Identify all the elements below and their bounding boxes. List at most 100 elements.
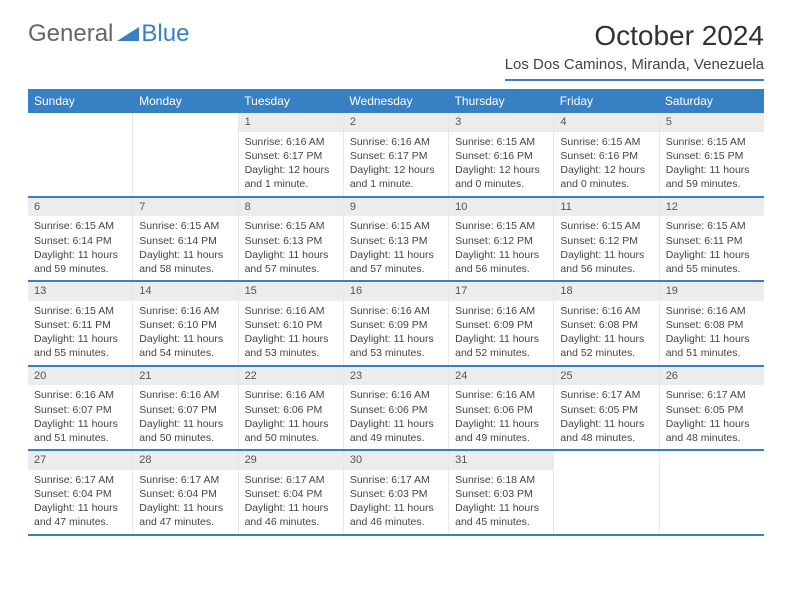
header: General Blue October 2024 Los Dos Camino… bbox=[0, 0, 792, 89]
daylight-text: Daylight: 12 hours and 1 minute. bbox=[245, 163, 337, 191]
day-cell bbox=[554, 451, 659, 534]
sunrise-text: Sunrise: 6:17 AM bbox=[245, 473, 337, 487]
daylight-text: Daylight: 11 hours and 54 minutes. bbox=[139, 332, 231, 360]
sunset-text: Sunset: 6:13 PM bbox=[245, 234, 337, 248]
sunset-text: Sunset: 6:07 PM bbox=[34, 403, 126, 417]
day-cell: 23Sunrise: 6:16 AMSunset: 6:06 PMDayligh… bbox=[344, 367, 449, 450]
day-number: 20 bbox=[28, 367, 132, 386]
day-cell: 16Sunrise: 6:16 AMSunset: 6:09 PMDayligh… bbox=[344, 282, 449, 365]
day-number: 24 bbox=[449, 367, 553, 386]
day-cell: 25Sunrise: 6:17 AMSunset: 6:05 PMDayligh… bbox=[554, 367, 659, 450]
day-cell: 19Sunrise: 6:16 AMSunset: 6:08 PMDayligh… bbox=[660, 282, 764, 365]
day-body: Sunrise: 6:15 AMSunset: 6:12 PMDaylight:… bbox=[554, 216, 658, 280]
day-body: Sunrise: 6:16 AMSunset: 6:17 PMDaylight:… bbox=[239, 132, 343, 196]
day-cell: 11Sunrise: 6:15 AMSunset: 6:12 PMDayligh… bbox=[554, 198, 659, 281]
day-cell: 22Sunrise: 6:16 AMSunset: 6:06 PMDayligh… bbox=[239, 367, 344, 450]
sunset-text: Sunset: 6:06 PM bbox=[350, 403, 442, 417]
day-body: Sunrise: 6:15 AMSunset: 6:11 PMDaylight:… bbox=[660, 216, 764, 280]
day-cell: 13Sunrise: 6:15 AMSunset: 6:11 PMDayligh… bbox=[28, 282, 133, 365]
day-cell bbox=[28, 113, 133, 196]
sunset-text: Sunset: 6:14 PM bbox=[139, 234, 231, 248]
sunset-text: Sunset: 6:07 PM bbox=[139, 403, 231, 417]
day-number: 22 bbox=[239, 367, 343, 386]
day-body: Sunrise: 6:16 AMSunset: 6:07 PMDaylight:… bbox=[28, 385, 132, 449]
sunrise-text: Sunrise: 6:15 AM bbox=[34, 304, 126, 318]
day-cell: 18Sunrise: 6:16 AMSunset: 6:08 PMDayligh… bbox=[554, 282, 659, 365]
week-row: 13Sunrise: 6:15 AMSunset: 6:11 PMDayligh… bbox=[28, 282, 764, 367]
day-cell: 8Sunrise: 6:15 AMSunset: 6:13 PMDaylight… bbox=[239, 198, 344, 281]
daylight-text: Daylight: 11 hours and 57 minutes. bbox=[350, 248, 442, 276]
day-number: 13 bbox=[28, 282, 132, 301]
weekday-header: Saturday bbox=[659, 89, 764, 113]
sunrise-text: Sunrise: 6:15 AM bbox=[350, 219, 442, 233]
day-number: 25 bbox=[554, 367, 658, 386]
day-cell: 30Sunrise: 6:17 AMSunset: 6:03 PMDayligh… bbox=[344, 451, 449, 534]
weekday-header: Thursday bbox=[449, 89, 554, 113]
day-number: 6 bbox=[28, 198, 132, 217]
sunset-text: Sunset: 6:09 PM bbox=[455, 318, 547, 332]
day-body: Sunrise: 6:16 AMSunset: 6:06 PMDaylight:… bbox=[239, 385, 343, 449]
sunset-text: Sunset: 6:03 PM bbox=[350, 487, 442, 501]
daylight-text: Daylight: 11 hours and 56 minutes. bbox=[455, 248, 547, 276]
day-number: 21 bbox=[133, 367, 237, 386]
day-cell: 24Sunrise: 6:16 AMSunset: 6:06 PMDayligh… bbox=[449, 367, 554, 450]
sunset-text: Sunset: 6:08 PM bbox=[560, 318, 652, 332]
weekday-header: Wednesday bbox=[343, 89, 448, 113]
day-body: Sunrise: 6:18 AMSunset: 6:03 PMDaylight:… bbox=[449, 470, 553, 534]
daylight-text: Daylight: 11 hours and 47 minutes. bbox=[34, 501, 126, 529]
sunset-text: Sunset: 6:03 PM bbox=[455, 487, 547, 501]
day-body: Sunrise: 6:15 AMSunset: 6:16 PMDaylight:… bbox=[554, 132, 658, 196]
sunset-text: Sunset: 6:16 PM bbox=[455, 149, 547, 163]
day-body: Sunrise: 6:16 AMSunset: 6:08 PMDaylight:… bbox=[554, 301, 658, 365]
day-cell: 1Sunrise: 6:16 AMSunset: 6:17 PMDaylight… bbox=[239, 113, 344, 196]
day-cell: 29Sunrise: 6:17 AMSunset: 6:04 PMDayligh… bbox=[239, 451, 344, 534]
sunset-text: Sunset: 6:04 PM bbox=[245, 487, 337, 501]
day-body: Sunrise: 6:17 AMSunset: 6:05 PMDaylight:… bbox=[660, 385, 764, 449]
sunset-text: Sunset: 6:09 PM bbox=[350, 318, 442, 332]
daylight-text: Daylight: 11 hours and 45 minutes. bbox=[455, 501, 547, 529]
sunset-text: Sunset: 6:06 PM bbox=[245, 403, 337, 417]
sunset-text: Sunset: 6:17 PM bbox=[350, 149, 442, 163]
daylight-text: Daylight: 11 hours and 48 minutes. bbox=[666, 417, 758, 445]
day-body: Sunrise: 6:16 AMSunset: 6:08 PMDaylight:… bbox=[660, 301, 764, 365]
sunset-text: Sunset: 6:05 PM bbox=[666, 403, 758, 417]
day-body: Sunrise: 6:16 AMSunset: 6:09 PMDaylight:… bbox=[449, 301, 553, 365]
day-number: 26 bbox=[660, 367, 764, 386]
sunrise-text: Sunrise: 6:15 AM bbox=[560, 135, 652, 149]
day-number: 17 bbox=[449, 282, 553, 301]
day-number: 19 bbox=[660, 282, 764, 301]
sunrise-text: Sunrise: 6:15 AM bbox=[139, 219, 231, 233]
week-row: 27Sunrise: 6:17 AMSunset: 6:04 PMDayligh… bbox=[28, 451, 764, 536]
sunset-text: Sunset: 6:05 PM bbox=[560, 403, 652, 417]
weekday-header-row: SundayMondayTuesdayWednesdayThursdayFrid… bbox=[28, 89, 764, 113]
day-number: 11 bbox=[554, 198, 658, 217]
day-number: 4 bbox=[554, 113, 658, 132]
daylight-text: Daylight: 11 hours and 53 minutes. bbox=[245, 332, 337, 360]
weekday-header: Monday bbox=[133, 89, 238, 113]
daylight-text: Daylight: 11 hours and 59 minutes. bbox=[34, 248, 126, 276]
daylight-text: Daylight: 11 hours and 49 minutes. bbox=[350, 417, 442, 445]
daylight-text: Daylight: 11 hours and 53 minutes. bbox=[350, 332, 442, 360]
day-number: 3 bbox=[449, 113, 553, 132]
sunset-text: Sunset: 6:10 PM bbox=[139, 318, 231, 332]
day-number: 23 bbox=[344, 367, 448, 386]
sunrise-text: Sunrise: 6:16 AM bbox=[245, 388, 337, 402]
day-body: Sunrise: 6:17 AMSunset: 6:04 PMDaylight:… bbox=[239, 470, 343, 534]
weekday-header: Sunday bbox=[28, 89, 133, 113]
day-body: Sunrise: 6:15 AMSunset: 6:13 PMDaylight:… bbox=[344, 216, 448, 280]
daylight-text: Daylight: 11 hours and 50 minutes. bbox=[245, 417, 337, 445]
title-block: October 2024 Los Dos Caminos, Miranda, V… bbox=[505, 20, 764, 81]
day-body: Sunrise: 6:16 AMSunset: 6:09 PMDaylight:… bbox=[344, 301, 448, 365]
day-cell: 15Sunrise: 6:16 AMSunset: 6:10 PMDayligh… bbox=[239, 282, 344, 365]
daylight-text: Daylight: 11 hours and 52 minutes. bbox=[560, 332, 652, 360]
day-number: 27 bbox=[28, 451, 132, 470]
day-number: 29 bbox=[239, 451, 343, 470]
day-body: Sunrise: 6:15 AMSunset: 6:14 PMDaylight:… bbox=[28, 216, 132, 280]
day-body: Sunrise: 6:16 AMSunset: 6:17 PMDaylight:… bbox=[344, 132, 448, 196]
day-number: 18 bbox=[554, 282, 658, 301]
day-cell: 14Sunrise: 6:16 AMSunset: 6:10 PMDayligh… bbox=[133, 282, 238, 365]
sunrise-text: Sunrise: 6:18 AM bbox=[455, 473, 547, 487]
sunrise-text: Sunrise: 6:16 AM bbox=[560, 304, 652, 318]
sunrise-text: Sunrise: 6:15 AM bbox=[455, 135, 547, 149]
day-cell: 28Sunrise: 6:17 AMSunset: 6:04 PMDayligh… bbox=[133, 451, 238, 534]
